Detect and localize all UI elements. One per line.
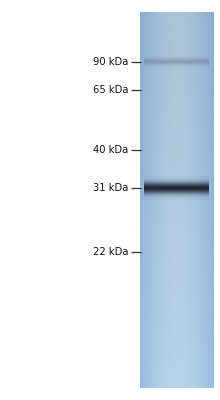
Text: 22 kDa: 22 kDa: [93, 247, 129, 257]
Text: 65 kDa: 65 kDa: [93, 85, 129, 95]
Text: 40 kDa: 40 kDa: [94, 145, 129, 155]
Text: 31 kDa: 31 kDa: [93, 183, 129, 193]
Text: 90 kDa: 90 kDa: [93, 57, 129, 67]
